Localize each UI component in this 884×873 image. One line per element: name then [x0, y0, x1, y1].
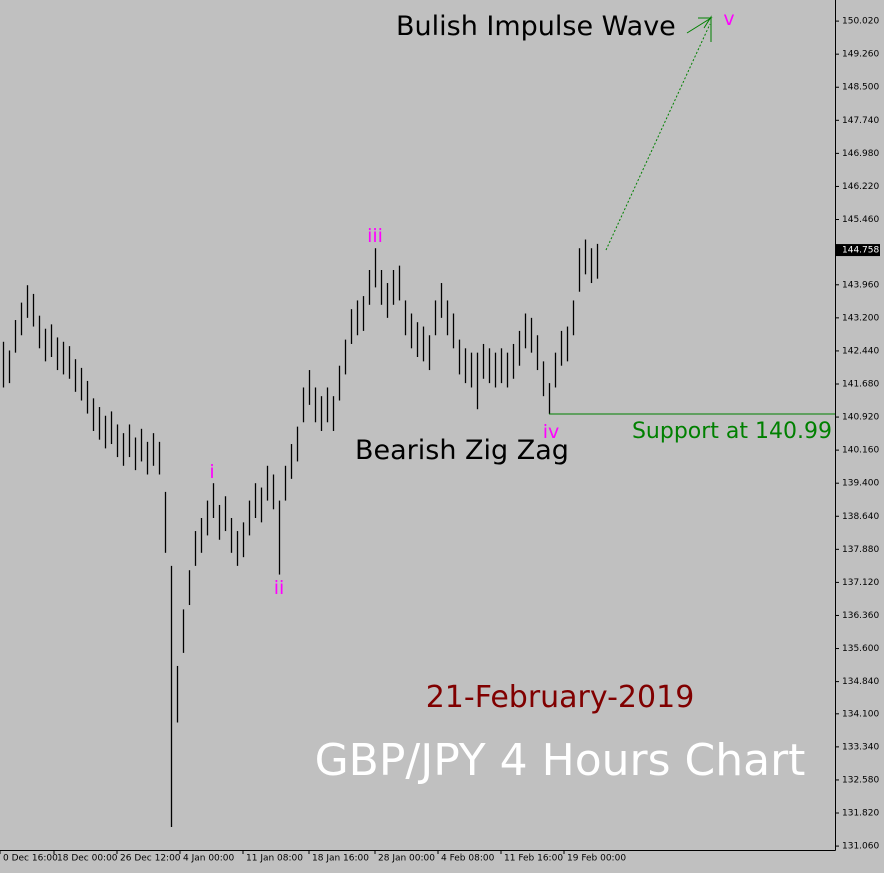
y-tick-label: 141.680 — [842, 379, 879, 389]
support-label: Support at 140.99 — [632, 419, 832, 444]
y-tick-label: 138.640 — [842, 512, 879, 522]
x-tick-label: 4 Feb 08:00 — [441, 854, 495, 864]
x-tick-label: 18 Dec 00:00 — [57, 854, 118, 864]
y-tick-label: 136.360 — [842, 611, 879, 621]
wave-label: v — [723, 8, 734, 30]
chart-title: GBP/JPY 4 Hours Chart — [315, 735, 806, 786]
y-tick-label: 140.160 — [842, 446, 879, 456]
last-price-box — [836, 244, 880, 257]
projection-line — [605, 23, 711, 251]
x-tick-label: 11 Feb 16:00 — [504, 854, 563, 864]
label-arrow — [686, 17, 713, 34]
date-label: 21-February-2019 — [426, 680, 695, 715]
y-tick-label: 145.460 — [842, 215, 879, 225]
y-tick-label: 134.840 — [842, 677, 879, 687]
y-tick-label: 131.060 — [842, 842, 879, 852]
y-tick-label: 142.440 — [842, 346, 879, 356]
y-tick-label: 140.920 — [842, 413, 879, 423]
y-tick-label: 134.100 — [842, 709, 879, 719]
price-bars — [2, 239, 599, 827]
y-tick-label: 143.200 — [842, 313, 879, 323]
impulse-label: Bulish Impulse Wave — [396, 11, 676, 42]
wave-label: i — [209, 461, 214, 483]
y-tick-label: 147.740 — [842, 116, 879, 126]
x-tick-label: 11 Jan 08:00 — [246, 854, 303, 864]
y-tick-label: 131.820 — [842, 809, 879, 819]
wave-label: ii — [274, 577, 285, 599]
y-tick-label: 137.120 — [842, 578, 879, 588]
projection-arrowhead — [703, 15, 712, 42]
y-tick-label: 146.980 — [842, 149, 879, 159]
zigzag-label: Bearish Zig Zag — [355, 435, 569, 466]
x-tick-label: 26 Dec 12:00 — [120, 854, 181, 864]
last-price-label: 144.758 — [842, 246, 879, 256]
y-tick-label: 137.880 — [842, 545, 879, 555]
y-tick-label: 149.260 — [842, 50, 879, 60]
wave-label: iv — [543, 421, 560, 443]
y-tick-label: 148.500 — [842, 83, 879, 93]
x-tick-label: 0 Dec 16:00 — [3, 854, 58, 864]
x-tick-label: 18 Jan 16:00 — [312, 854, 369, 864]
x-tick-label: 4 Jan 00:00 — [183, 854, 235, 864]
y-tick-label: 146.220 — [842, 182, 879, 192]
y-tick-label: 139.400 — [842, 479, 879, 489]
y-tick-label: 150.020 — [842, 17, 879, 27]
y-tick-label: 143.960 — [842, 280, 879, 290]
wave-label: iii — [367, 225, 383, 247]
x-tick-label: 19 Feb 00:00 — [567, 854, 626, 864]
y-tick-label: 132.580 — [842, 775, 879, 785]
x-tick-label: 28 Jan 00:00 — [378, 854, 435, 864]
y-tick-label: 135.600 — [842, 644, 879, 654]
y-tick-label: 133.340 — [842, 742, 879, 752]
